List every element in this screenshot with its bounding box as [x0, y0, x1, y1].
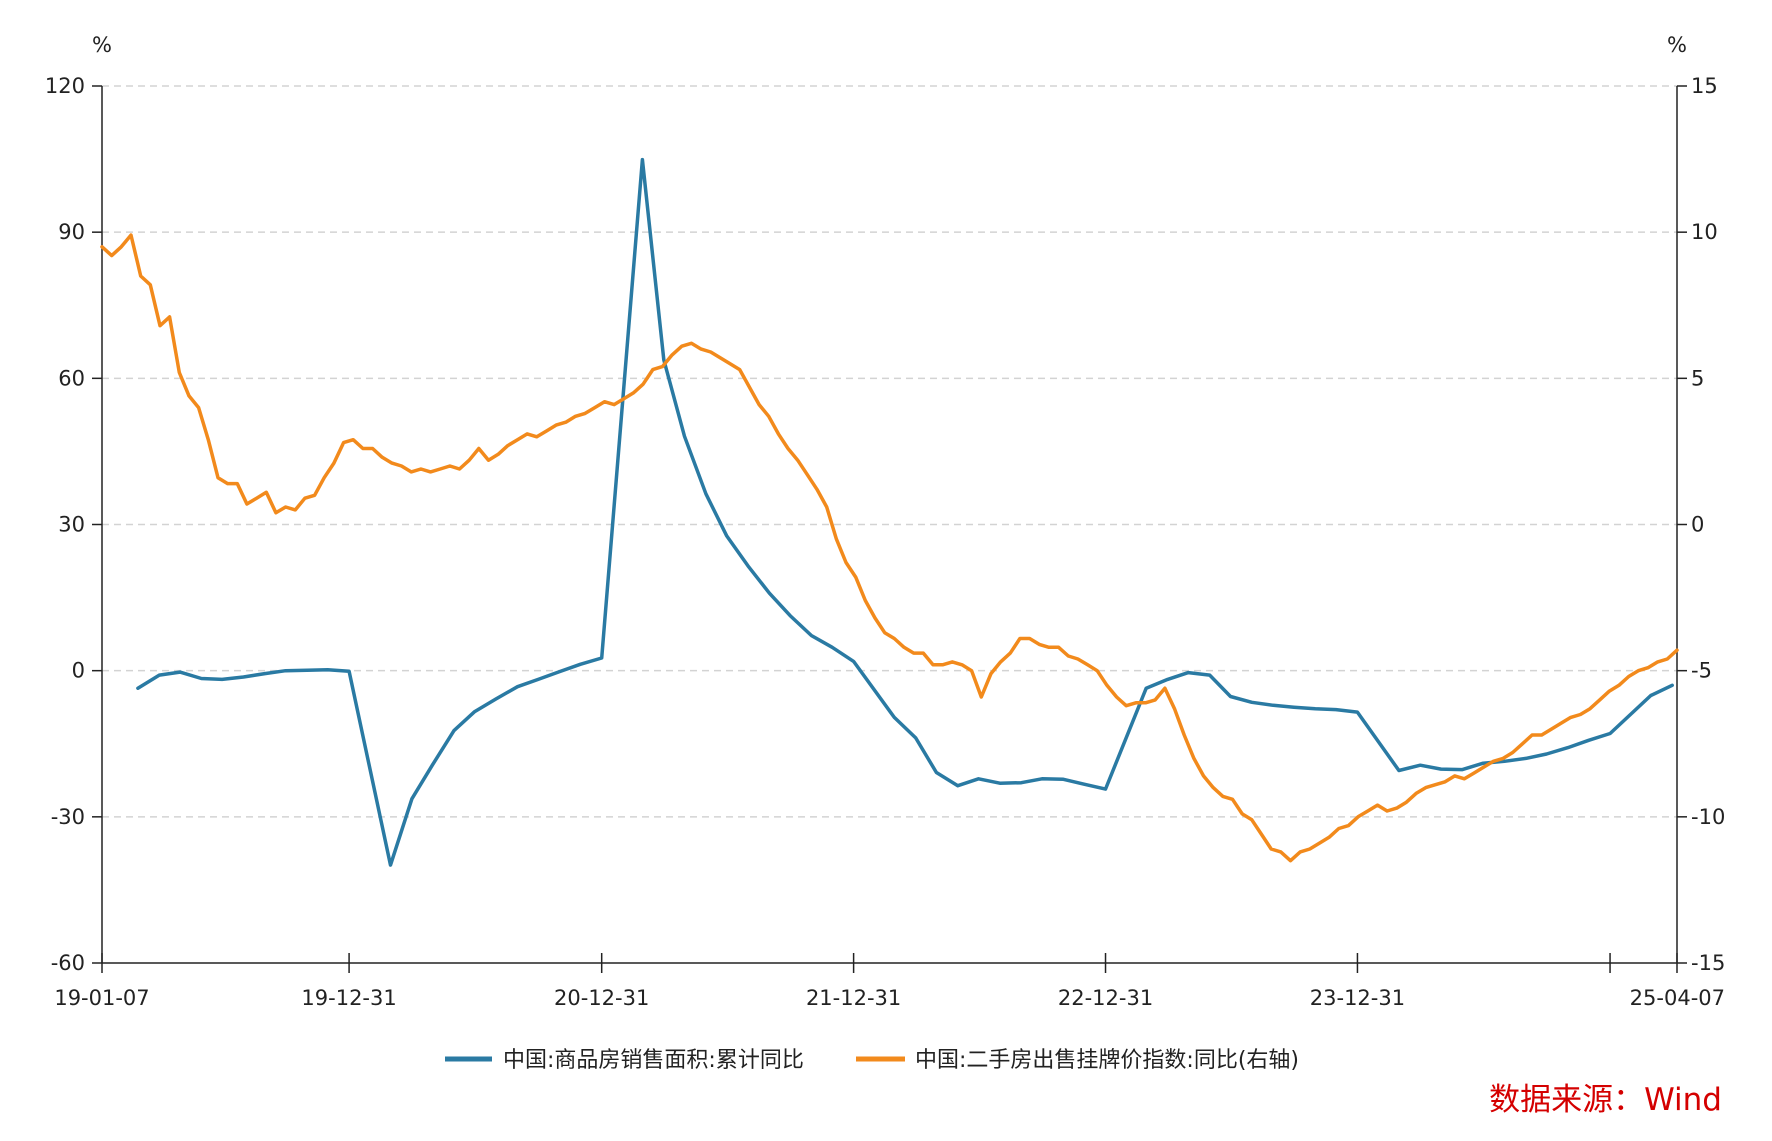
right-tick-label: -15 [1691, 951, 1725, 975]
x-tick-label: 19-01-07 [54, 986, 149, 1010]
right-tick-label: 5 [1691, 366, 1704, 390]
right-tick-label: -10 [1691, 805, 1725, 829]
left-unit-label: % [92, 33, 112, 57]
left-tick-label: 0 [72, 659, 85, 683]
x-tick-label: 19-12-31 [301, 986, 396, 1010]
right-unit-label: % [1667, 33, 1687, 57]
legend: 中国:商品房销售面积:累计同比 中国:二手房出售挂牌价指数:同比(右轴) [445, 1048, 1299, 1073]
left-tick-label: 60 [58, 366, 85, 390]
left-tick-label: 90 [58, 220, 85, 244]
x-tick-label: 21-12-31 [806, 986, 901, 1010]
left-tick-label: -30 [51, 805, 85, 829]
source-note: 数据来源：Wind [1489, 1082, 1722, 1118]
legend-label-listing-price: 中国:二手房出售挂牌价指数:同比(右轴) [915, 1048, 1299, 1073]
series-layer [100, 157, 1679, 867]
gridlines [102, 85, 1677, 818]
x-tick-label: 23-12-31 [1310, 986, 1405, 1010]
x-tick-label: 20-12-31 [554, 986, 649, 1010]
left-tick-label: -60 [51, 951, 85, 975]
right-tick-label: 15 [1691, 74, 1718, 98]
right-tick-label: -5 [1691, 659, 1712, 683]
x-tick-label: 22-12-31 [1058, 986, 1153, 1010]
left-tick-label: 120 [45, 74, 85, 98]
x-tick-label: 25-04-07 [1630, 986, 1725, 1010]
axes: 120 90 60 30 0 -30 -60 15 10 5 0 -5 -10 -15% % 19-01-07… [45, 33, 1725, 1010]
series-line-listing-price [100, 233, 1679, 863]
legend-label-sales-area: 中国:商品房销售面积:累计同比 [503, 1048, 804, 1073]
series-line-sales-area [136, 157, 1674, 867]
right-tick-label: 10 [1691, 220, 1718, 244]
right-tick-label: 0 [1691, 513, 1704, 537]
left-tick-label: 30 [58, 513, 85, 537]
